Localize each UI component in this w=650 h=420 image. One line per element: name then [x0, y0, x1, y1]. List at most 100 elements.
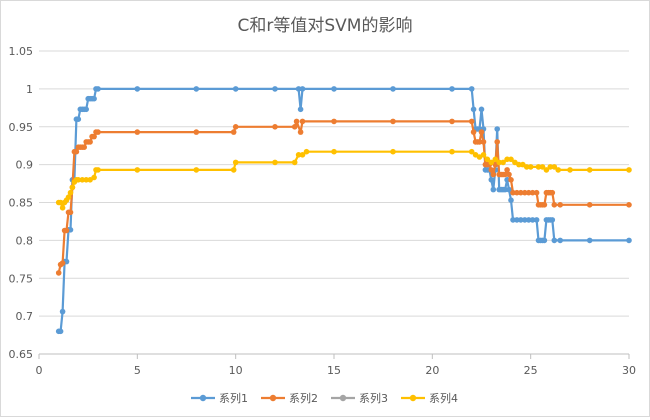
data-point [291, 124, 298, 130]
data-point [494, 126, 501, 132]
data-point [134, 129, 141, 135]
data-point [470, 106, 477, 113]
data-point [529, 217, 536, 223]
data-point [59, 260, 66, 266]
data-point [549, 189, 556, 196]
data-point [551, 237, 558, 244]
data-point [478, 106, 485, 113]
data-point [299, 118, 306, 125]
data-point [449, 86, 455, 92]
data-point [272, 86, 278, 92]
x-tick-label: 20 [425, 364, 439, 377]
data-point [59, 308, 66, 315]
y-tick-label: 0.65 [9, 348, 34, 361]
data-point [494, 139, 501, 145]
data-point [63, 227, 70, 234]
data-point [502, 171, 508, 178]
data-point [557, 237, 563, 244]
data-point [488, 177, 495, 183]
data-point [516, 161, 522, 168]
data-point [586, 167, 593, 173]
data-point [555, 167, 561, 173]
data-point [390, 86, 396, 92]
data-point [557, 202, 563, 208]
data-point [67, 209, 74, 216]
data-point [484, 156, 491, 163]
data-point [533, 217, 540, 223]
data-point [488, 159, 495, 166]
data-point [67, 189, 74, 196]
data-point [476, 139, 483, 145]
data-point [79, 177, 86, 183]
series-line [58, 150, 629, 209]
y-tick-label: 0.8 [16, 234, 34, 247]
x-tick-label: 10 [229, 364, 243, 377]
data-point [504, 156, 510, 163]
legend-label: 系列4 [429, 391, 458, 405]
data-point [390, 148, 396, 155]
data-point [295, 152, 302, 158]
data-point [508, 197, 514, 203]
data-point [193, 129, 200, 135]
legend-item-1: 系列1 [191, 391, 248, 405]
data-point [230, 129, 237, 135]
legend-label: 系列3 [359, 391, 388, 405]
y-tick-label: 0.9 [16, 159, 34, 172]
data-point [492, 156, 499, 163]
data-point [480, 152, 487, 158]
data-point [303, 148, 310, 155]
data-point [529, 189, 536, 196]
data-point [81, 144, 87, 150]
data-point [468, 148, 475, 155]
data-point [87, 139, 93, 145]
data-point [510, 217, 516, 223]
data-point [297, 129, 304, 135]
legend-swatch-marker [269, 394, 277, 402]
data-point [626, 167, 632, 173]
data-point [533, 189, 540, 196]
data-point [232, 124, 239, 130]
data-point [291, 159, 298, 166]
data-point [272, 124, 278, 130]
y-tick-label: 0.85 [9, 197, 34, 210]
data-point [567, 167, 573, 173]
data-point [525, 189, 532, 196]
data-point [514, 189, 520, 196]
data-point [331, 148, 337, 155]
x-tick-label: 15 [327, 364, 341, 377]
legend-swatch-marker [199, 394, 207, 402]
data-point [522, 189, 528, 196]
data-point [480, 139, 487, 145]
x-tick-label: 5 [134, 364, 141, 377]
data-point [331, 118, 337, 125]
series-4 [55, 148, 632, 211]
data-point [69, 184, 76, 191]
data-point [626, 237, 632, 244]
y-tick-label: 1 [26, 83, 33, 96]
data-point [500, 159, 506, 166]
data-point [547, 164, 554, 170]
data-point [514, 217, 520, 223]
data-point [95, 86, 101, 92]
data-point [535, 164, 542, 170]
x-axis-tick-labels: 0 5 10 15 20 25 30 [36, 364, 637, 377]
data-point [523, 164, 530, 170]
data-point [551, 164, 558, 170]
data-point [134, 167, 141, 173]
x-axis [38, 353, 630, 359]
data-point [468, 86, 475, 92]
legend-item-3: 系列3 [331, 391, 388, 405]
data-point [91, 95, 97, 102]
series-2 [55, 118, 632, 276]
data-point [193, 86, 200, 92]
data-point [502, 186, 508, 193]
data-point [299, 152, 306, 158]
data-point [91, 133, 97, 140]
data-point [449, 118, 455, 125]
legend: 系列1 系列2 系列3 系列4 [191, 391, 458, 405]
data-point [232, 86, 239, 92]
data-point [510, 189, 516, 196]
data-point [541, 202, 548, 208]
data-point [193, 167, 200, 173]
